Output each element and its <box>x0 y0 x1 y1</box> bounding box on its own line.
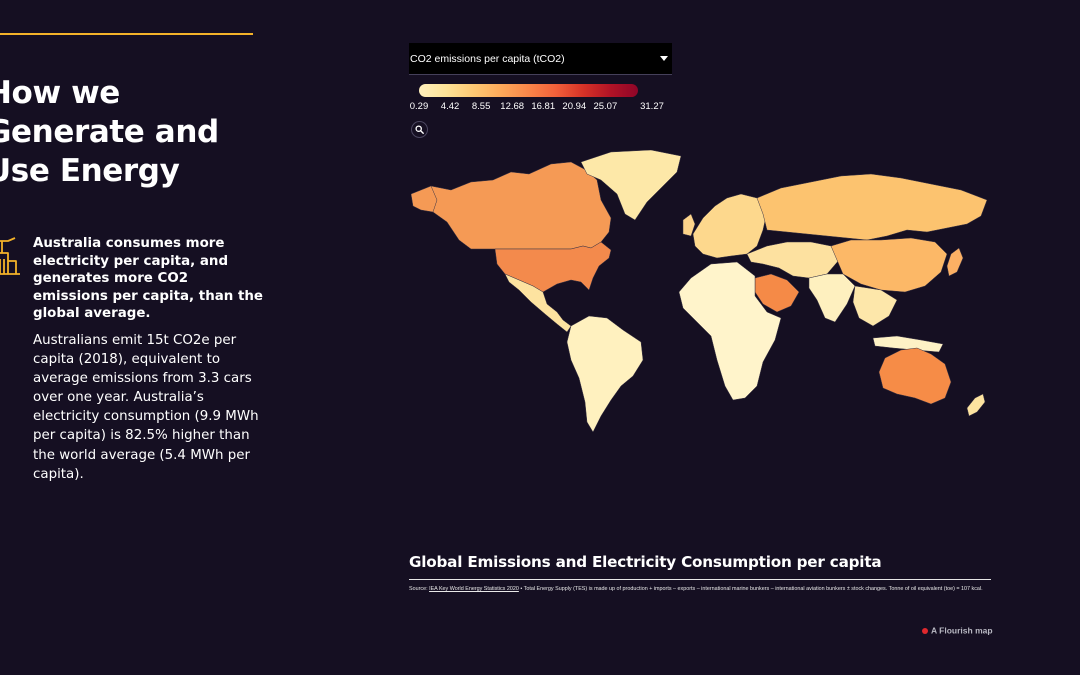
legend-color-scale <box>419 84 638 97</box>
search-icon <box>415 125 424 134</box>
region-australia[interactable] <box>878 347 952 405</box>
flourish-credit-text: A Flourish map <box>931 625 993 636</box>
flourish-credit[interactable]: A Flourish map <box>922 620 993 636</box>
region-united-kingdom[interactable] <box>682 213 696 237</box>
metric-select-value: CO2 emissions per capita (tCO2) <box>410 53 565 65</box>
page-title-line: How we <box>0 75 120 111</box>
region-europe[interactable] <box>692 193 768 259</box>
power-plant-icon <box>0 237 20 275</box>
world-choropleth-map <box>411 150 988 433</box>
accent-rule <box>0 33 253 35</box>
page-title-line: Generate and <box>0 114 219 150</box>
source-link[interactable]: IEA Key World Energy Statistics 2020 <box>429 586 519 592</box>
legend-tick-label: 8.55 <box>471 101 491 112</box>
page-title: How we Generate and Use Energy <box>0 74 266 191</box>
legend-tick-label: 16.81 <box>531 101 556 112</box>
legend-tick-label: 20.94 <box>562 101 587 112</box>
legend-tick-label: 4.42 <box>440 101 460 112</box>
region-arabian-peninsula[interactable] <box>754 273 800 313</box>
body-paragraph: Australians emit 15t CO2e per capita (20… <box>33 333 259 482</box>
metric-select[interactable]: CO2 emissions per capita (tCO2) <box>409 43 672 75</box>
legend-tick-label: 0.29 <box>409 101 429 112</box>
map-title: Global Emissions and Electricity Consump… <box>409 553 882 571</box>
region-southeast-asia[interactable] <box>852 285 898 327</box>
page-title-line: Use Energy <box>0 153 180 189</box>
legend-tick-label: 12.68 <box>500 101 525 112</box>
region-china-east-asia[interactable] <box>830 237 948 293</box>
region-south-america[interactable] <box>566 315 644 433</box>
flourish-logo-icon <box>922 627 928 634</box>
region-greenland[interactable] <box>580 150 682 221</box>
region-japan[interactable] <box>946 247 964 277</box>
legend-tick-label: 31.27 <box>640 101 664 112</box>
caret-down-icon <box>660 56 668 61</box>
region-alaska[interactable] <box>411 185 438 213</box>
legend-ticks: 0.29 4.42 8.55 12.68 16.81 20.94 25.07 31.27 <box>0 101 1080 115</box>
legend-tick-label: 25.07 <box>593 101 618 112</box>
region-new-zealand[interactable] <box>966 393 986 417</box>
region-south-asia[interactable] <box>808 273 856 323</box>
region-canada[interactable] <box>412 161 612 250</box>
region-indonesia[interactable] <box>872 335 944 353</box>
region-middle-east-central-asia[interactable] <box>746 241 840 279</box>
source-description: • Total Energy Supply (TES) is made up o… <box>518 586 983 592</box>
title-divider <box>409 579 991 580</box>
source-label: Source: <box>409 586 428 592</box>
zoom-search-button[interactable] <box>411 121 428 138</box>
lead-paragraph: Australia consumes more electricity per … <box>33 236 263 322</box>
region-africa[interactable] <box>678 261 782 401</box>
source-note: Source: IEA Key World Energy Statistics … <box>409 585 999 593</box>
region-russia[interactable] <box>756 173 988 241</box>
